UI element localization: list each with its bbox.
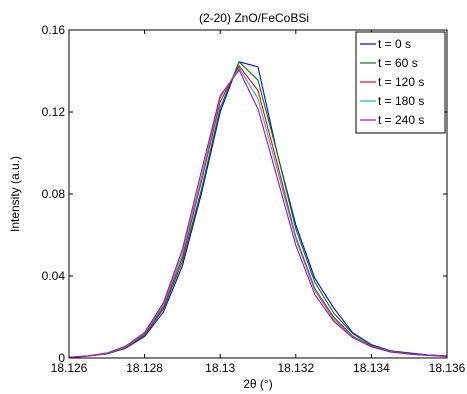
y-tick-label: 0.12 [42,105,66,119]
legend-label: t = 0 s [378,37,411,51]
series-group [68,60,448,358]
series-line-4 [68,68,448,358]
y-tick-label: 0.16 [42,23,66,37]
y-axis-label: Intensity (a.u.) [8,156,22,232]
legend-label: t = 120 s [378,75,424,89]
y-tick-label: 0.08 [42,187,66,201]
legend: t = 0 s t = 60 s t = 120 s t = 180 s t = 240… [355,31,446,134]
x-tick-label: 18.132 [277,361,314,375]
legend-label: t = 60 s [378,56,418,70]
x-tick-label: 18.128 [126,361,163,375]
chart-title: (2-20) ZnO/FeCoBSi [199,11,309,25]
x-tick-label: 18.136 [429,361,466,375]
x-tick-label: 18.134 [353,361,390,375]
x-tick-label: 18.13 [205,361,235,375]
y-tick-label: 0.04 [42,269,66,283]
y-tick-label: 0 [58,351,65,365]
x-axis-label: 2θ (°) [243,377,272,391]
legend-label: t = 180 s [378,94,424,108]
tick-group: 18.126 18.128 18.13 18.132 18.134 18.136 0 0.04… [42,23,466,375]
legend-label: t = 240 s [378,113,424,127]
x-tick-label: 18.126 [51,361,88,375]
